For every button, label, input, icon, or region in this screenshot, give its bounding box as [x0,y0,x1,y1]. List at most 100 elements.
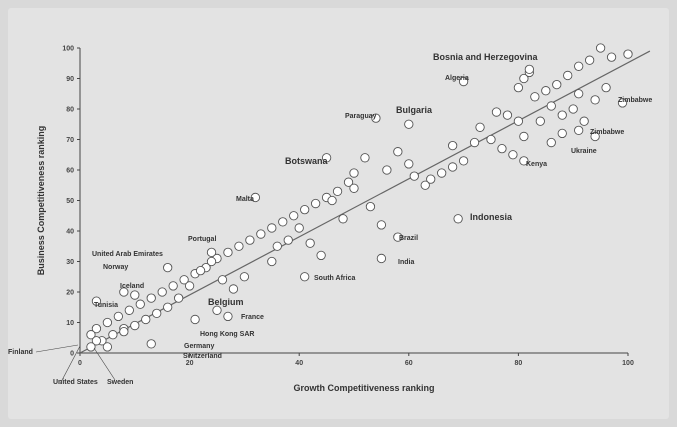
data-point [272,241,282,251]
data-point [124,305,134,315]
data-point [113,311,124,322]
trendline [79,50,651,354]
point-annotation: Algeria [445,75,469,82]
data-point [86,330,96,340]
data-point [300,272,310,282]
point-annotations: Bosnia and Herzegovina Algeria Paraguay Bul… [8,52,652,386]
data-point [179,275,189,285]
data-point [163,262,173,273]
data-point [519,73,529,84]
data-point [409,171,419,181]
data-point [206,256,217,267]
tick-labels: 0 10 20 30 40 50 60 70 80 90 100 0 20 40 60 80 100 [62,46,634,368]
data-point [102,317,113,328]
data-point [458,76,469,87]
y-tick-label: 20 [66,290,74,297]
y-tick-label: 10 [66,320,74,327]
data-point [404,159,414,169]
data-point [458,156,469,166]
y-tick-label: 70 [66,137,74,144]
data-point [250,192,261,203]
point-annotation: Portugal [188,236,216,243]
data-point [195,265,206,276]
data-point [393,232,403,242]
data-point [184,281,195,291]
data-point [579,116,589,126]
data-point [223,311,233,322]
data-point [502,110,513,120]
data-point [338,214,348,224]
x-tick-label: 0 [78,360,82,367]
data-point [119,326,129,337]
point-annotation: Zimbabwe [590,129,624,136]
data-point [91,323,102,334]
data-point [228,284,239,294]
data-point [530,92,540,102]
point-annotation: India [398,259,414,266]
data-point [283,235,293,245]
leader-line [35,344,79,353]
point-annotation: Kenya [526,161,547,168]
y-tick-label: 0 [70,351,74,358]
point-annotation: Finland [8,349,33,356]
data-point [574,125,584,136]
data-point [245,235,255,245]
data-point [606,52,617,62]
point-annotation: Iceland [120,283,144,290]
point-annotation: United Arab Emirates [92,251,163,258]
data-point [305,238,315,248]
data-point [163,302,173,312]
data-point [563,70,573,81]
data-point [91,296,102,306]
data-point [223,247,233,258]
data-point [617,98,628,108]
point-annotation: Bosnia and Herzegovina [433,52,539,62]
data-point [349,183,359,193]
data-point [146,293,156,303]
x-tick-label: 60 [405,360,413,367]
data-point [508,150,518,160]
leader-line [93,347,116,381]
point-annotation: Botswana [285,156,329,166]
data-points [86,43,633,352]
y-axis-label: Business Competitiveness ranking [36,126,46,276]
data-point [376,253,387,264]
point-annotation: Sweden [107,379,133,386]
data-point [300,204,310,215]
point-annotation: Brazil [399,235,418,242]
data-point [469,137,480,148]
data-point [206,247,217,258]
data-point [376,220,387,230]
data-point [332,186,343,197]
data-point [343,177,354,187]
point-annotation: Malta [236,196,254,203]
data-point [327,195,337,206]
data-point [437,168,447,178]
data-point [349,168,359,178]
data-point [486,134,496,145]
data-point [447,162,458,172]
point-annotation: France [241,314,264,321]
data-point [453,214,463,224]
data-point [86,342,96,352]
data-point [584,55,595,65]
point-annotation: Ukraine [571,148,597,155]
x-axis-label: Growth Competitiveness ranking [293,383,434,393]
data-point [393,147,403,157]
data-point [152,308,162,318]
data-point [157,287,167,297]
point-annotation: Bulgaria [396,105,433,115]
data-point [365,201,376,212]
point-annotation: Norway [103,264,128,271]
y-tick-label: 40 [66,229,74,236]
data-point [513,116,524,126]
y-tick-label: 90 [66,76,74,83]
data-point [519,131,529,142]
data-point [360,153,370,163]
data-point [552,79,562,90]
data-point [217,275,228,285]
data-point [404,119,414,129]
data-point [475,122,485,132]
point-annotation: Zimbabwe [618,97,652,104]
data-point [239,272,250,282]
